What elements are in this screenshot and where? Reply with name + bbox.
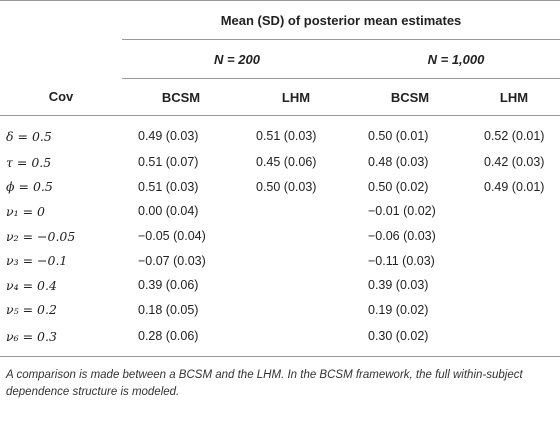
table-row: ν₂ = −0.05 −0.05 (0.04) −0.06 (0.03) (0, 224, 560, 249)
value-cell: 0.51 (0.03) (256, 129, 317, 143)
value-cell: −0.07 (0.03) (138, 253, 206, 268)
value-cell (240, 322, 352, 358)
value-cell (240, 273, 352, 298)
n-header-1000: N = 1,000 (352, 39, 560, 79)
value-cell: 0.39 (0.03) (368, 278, 429, 293)
value-cell (468, 199, 560, 224)
value-cell: 0.28 (0.06) (122, 322, 240, 358)
cov-header: Cov (0, 78, 122, 116)
value-cell (240, 248, 352, 273)
table-header: Mean (SD) of posterior mean estimates N … (0, 0, 560, 116)
value-cell: 0.18 (0.05) (138, 302, 199, 317)
table-row: τ = 0.5 0.51 (0.07) 0.45 (0.06) 0.48 (0.… (0, 150, 560, 175)
value-cell (240, 224, 352, 249)
table-row: ν₅ = 0.2 0.18 (0.05) 0.19 (0.02) (0, 298, 560, 323)
value-cell: −0.11 (0.03) (368, 253, 435, 268)
cov-cell: ν₆ = 0.3 (0, 322, 122, 358)
value-cell: 0.50 (0.01) (368, 129, 429, 143)
table-footnote: A comparison is made between a BCSM and … (6, 369, 523, 399)
method-header-bcsm-200: BCSM (122, 78, 240, 116)
value-cell: 0.49 (0.01) (484, 179, 545, 194)
value-cell: 0.30 (0.02) (352, 322, 468, 358)
value-cell: 0.42 (0.03) (484, 155, 545, 170)
cov-cell: ν₃ = −0.1 (6, 253, 68, 269)
value-cell: 0.50 (0.03) (256, 179, 317, 194)
method-header-bcsm-1000: BCSM (352, 78, 468, 116)
header-blank (0, 40, 122, 79)
value-cell (468, 273, 560, 298)
value-cell: 0.52 (0.01) (484, 129, 545, 143)
value-cell: 0.51 (0.03) (138, 179, 199, 194)
table-row: ν₆ = 0.3 0.28 (0.06) 0.30 (0.02) (0, 322, 560, 358)
cov-cell: δ = 0.5 (6, 128, 52, 144)
value-cell: 0.48 (0.03) (368, 155, 429, 170)
value-cell: 0.00 (0.04) (138, 204, 199, 219)
value-cell (240, 199, 352, 224)
cov-cell: τ = 0.5 (6, 154, 52, 170)
value-cell: −0.06 (0.03) (368, 229, 436, 244)
n-header-200: N = 200 (122, 39, 352, 79)
value-cell (468, 298, 560, 323)
value-cell: −0.05 (0.04) (138, 229, 206, 244)
cov-cell: ν₅ = 0.2 (6, 302, 57, 318)
value-cell: 0.51 (0.07) (138, 155, 199, 170)
table-row: ϕ = 0.5 0.51 (0.03) 0.50 (0.03) 0.50 (0.… (0, 175, 560, 200)
cov-cell: ν₂ = −0.05 (6, 228, 76, 244)
results-table: Mean (SD) of posterior mean estimates N … (0, 0, 560, 358)
value-cell: 0.39 (0.06) (138, 278, 199, 293)
value-cell: 0.49 (0.03) (138, 129, 199, 143)
value-cell: 0.45 (0.06) (256, 155, 317, 170)
cov-cell: ϕ = 0.5 (6, 179, 53, 195)
method-header-lhm-1000: LHM (468, 78, 560, 116)
value-cell: 0.50 (0.02) (368, 179, 429, 194)
cov-cell: ν₁ = 0 (6, 203, 45, 219)
method-header-lhm-200: LHM (240, 78, 352, 116)
cov-cell: ν₄ = 0.4 (6, 277, 57, 293)
table-row: δ = 0.5 0.49 (0.03) 0.51 (0.03) 0.50 (0.… (0, 116, 560, 151)
value-cell (468, 248, 560, 273)
value-cell (468, 224, 560, 249)
table-row: ν₁ = 0 0.00 (0.04) −0.01 (0.02) (0, 199, 560, 224)
value-cell: 0.19 (0.02) (368, 302, 429, 317)
table-row: ν₃ = −0.1 −0.07 (0.03) −0.11 (0.03) (0, 248, 560, 273)
value-cell: −0.01 (0.02) (368, 204, 436, 219)
table-body: δ = 0.5 0.49 (0.03) 0.51 (0.03) 0.50 (0.… (0, 116, 560, 358)
header-blank (0, 0, 122, 40)
value-cell (468, 322, 560, 358)
value-cell (240, 298, 352, 323)
table-row: ν₄ = 0.4 0.39 (0.06) 0.39 (0.03) (0, 273, 560, 298)
group-header: Mean (SD) of posterior mean estimates (122, 0, 560, 40)
